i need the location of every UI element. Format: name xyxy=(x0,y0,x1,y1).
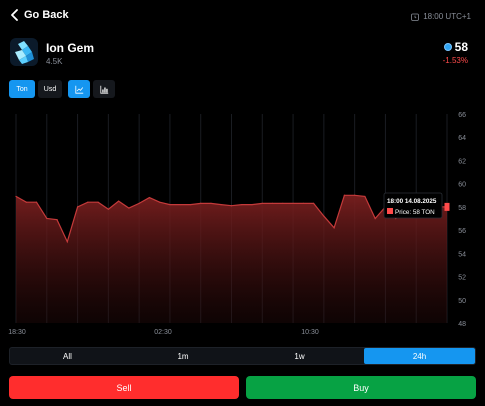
price-point xyxy=(15,195,17,198)
line-chart-icon xyxy=(74,85,83,94)
price-point xyxy=(210,202,212,205)
sell-button[interactable]: Sell xyxy=(9,376,239,399)
price-point xyxy=(87,201,89,203)
price-point xyxy=(374,217,376,220)
tooltip-price: Price: 58 TON xyxy=(395,209,435,216)
y-tick-label: 54 xyxy=(458,251,466,258)
clock-icon xyxy=(411,13,419,21)
token-holders-count: 4.5K xyxy=(46,57,63,66)
price-point xyxy=(179,203,181,206)
go-back-label: Go Back xyxy=(24,9,69,21)
currency-ton-button[interactable]: Ton xyxy=(9,80,35,98)
price-point xyxy=(138,202,140,205)
price-point xyxy=(128,207,130,209)
x-tick-label: 10:30 xyxy=(301,329,319,336)
line-chart-button[interactable] xyxy=(68,80,90,98)
price-point xyxy=(159,201,161,203)
y-tick-label: 58 xyxy=(458,205,466,212)
range-24h-button[interactable]: 24h xyxy=(364,348,475,364)
currency-usd-button[interactable]: Usd xyxy=(38,80,62,98)
y-tick-label: 62 xyxy=(458,158,466,165)
time-label: 18:00 UTC+1 xyxy=(423,12,471,21)
price-point xyxy=(251,203,253,206)
range-all-button[interactable]: All xyxy=(63,351,72,361)
price-area-fill xyxy=(16,195,447,323)
y-tick-label: 50 xyxy=(458,298,466,305)
y-tick-label: 48 xyxy=(458,321,466,328)
y-tick-label: 52 xyxy=(458,275,466,282)
price-point xyxy=(230,205,233,207)
price-change: -1.53% xyxy=(442,56,468,65)
tooltip-swatch xyxy=(387,208,393,214)
tooltip-date: 18:00 14.08.2025 xyxy=(387,198,437,205)
price-point xyxy=(354,194,356,196)
ton-coin-icon xyxy=(443,43,452,51)
y-tick-label: 66 xyxy=(458,112,466,119)
time-display: 18:00 UTC+1 xyxy=(411,12,471,21)
top-bar: Go Back 18:00 UTC+1 xyxy=(0,0,485,34)
price-point xyxy=(302,202,304,205)
token-name: Ion Gem xyxy=(46,41,95,55)
price-point xyxy=(189,203,192,206)
price-point xyxy=(271,202,274,205)
price-point xyxy=(261,202,263,205)
price-point xyxy=(148,197,151,199)
price-point xyxy=(97,201,99,203)
price-point xyxy=(241,203,243,206)
y-tick-label: 64 xyxy=(458,135,466,142)
price-chart[interactable]: 48 50 52 54 56 58 60 62 64 66 18:30 02:30 10:30 18:… xyxy=(0,105,485,340)
price-point xyxy=(312,202,315,205)
bar-chart-icon xyxy=(99,85,108,94)
range-1w-button[interactable]: 1w xyxy=(294,351,305,361)
x-tick-label: 18:30 xyxy=(8,329,26,336)
price-point xyxy=(323,215,325,217)
price-point xyxy=(220,203,222,206)
bar-chart-button[interactable] xyxy=(93,80,115,98)
x-tick-label: 02:30 xyxy=(154,329,172,336)
buy-button[interactable]: Buy xyxy=(246,376,476,399)
chevron-left-icon xyxy=(11,9,18,21)
price-point xyxy=(343,194,345,196)
gem-icon xyxy=(10,38,38,66)
price-point xyxy=(107,208,109,210)
price-point xyxy=(333,227,335,229)
range-1m-button[interactable]: 1m xyxy=(177,351,189,361)
price-point xyxy=(66,241,68,243)
price-point xyxy=(46,217,48,220)
price-point xyxy=(282,202,284,205)
y-tick-label: 56 xyxy=(458,228,466,235)
price-point xyxy=(118,200,120,202)
y-tick-label: 60 xyxy=(458,182,466,189)
price-point xyxy=(76,206,79,208)
go-back-button[interactable]: Go Back xyxy=(10,9,69,21)
price-point xyxy=(35,201,38,203)
tooltip-marker xyxy=(444,202,450,211)
price-point xyxy=(56,219,58,221)
price-point xyxy=(292,202,294,205)
tooltip-box xyxy=(383,192,443,219)
price-point xyxy=(169,203,171,206)
token-price: 58 xyxy=(443,40,468,54)
range-selector: All 1m 1w 24h xyxy=(9,347,476,365)
price-point xyxy=(364,195,366,198)
price-point xyxy=(200,202,202,205)
price-point xyxy=(25,201,27,203)
price-value: 58 xyxy=(454,40,468,54)
